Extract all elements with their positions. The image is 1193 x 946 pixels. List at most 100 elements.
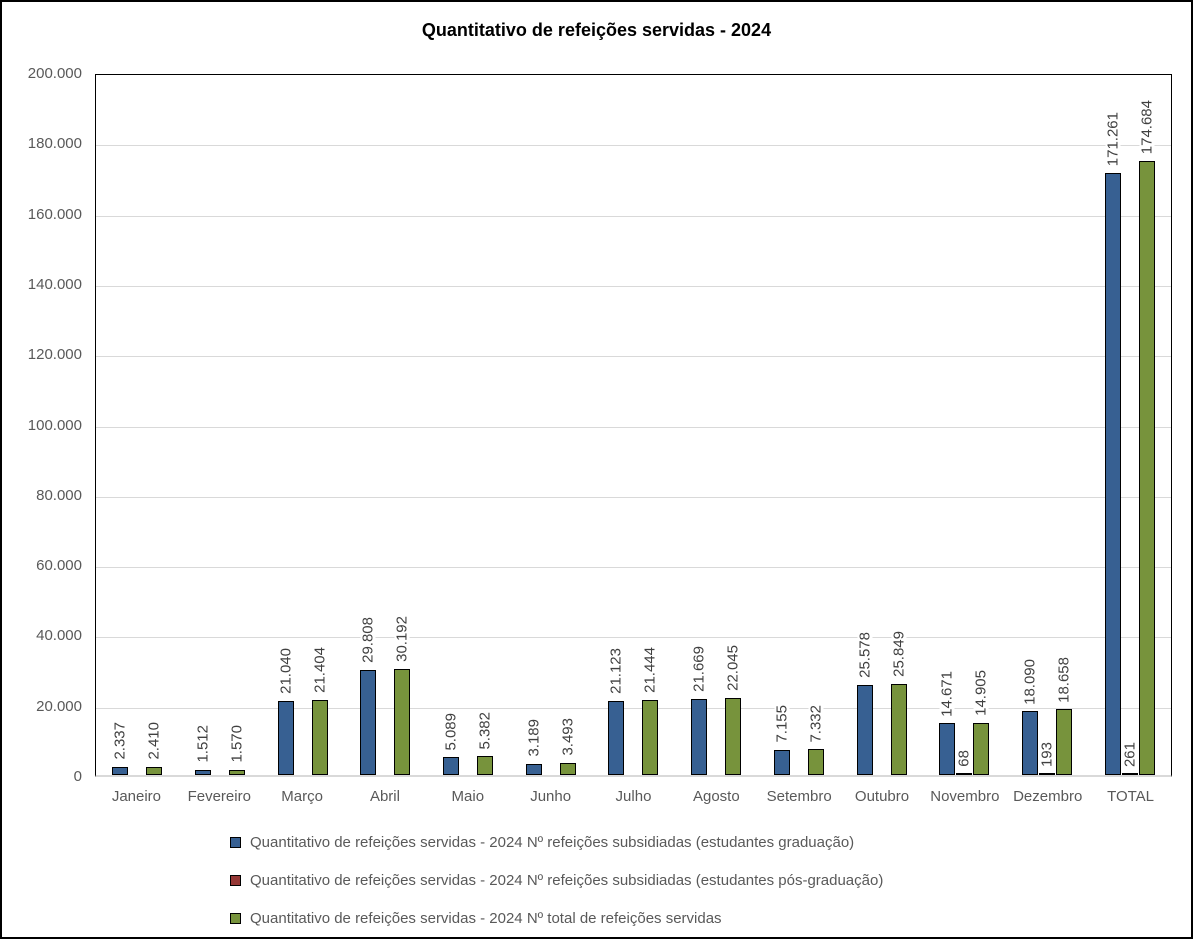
legend-label: Quantitativo de refeições servidas - 202… [250, 871, 884, 889]
bar-value-label: 14.905 [972, 667, 990, 718]
bar-slot [625, 75, 641, 775]
bar [691, 698, 708, 775]
y-axis-tick-label: 120.000 [27, 346, 82, 364]
gridline [96, 215, 1171, 217]
bar-value-label: 22.045 [724, 642, 742, 693]
x-axis-category-label: TOTAL [1107, 788, 1155, 805]
bar [890, 684, 907, 775]
legend-item: Quantitativo de refeições servidas - 202… [230, 908, 883, 928]
y-axis-tick-label: 100.000 [27, 416, 82, 434]
bar-value-label: 30.192 [393, 614, 411, 664]
x-axis-category-label: Maio [451, 788, 485, 805]
bar-slot: 174.684 [1138, 75, 1156, 775]
bar [642, 699, 659, 775]
bar [559, 762, 576, 775]
bar-slot: 21.040 [277, 75, 295, 775]
bar-slot: 18.090 [1021, 75, 1039, 775]
category-group: 5.089 5.382 [427, 75, 510, 775]
bar-slot: 25.849 [890, 75, 908, 775]
y-axis-tick-label: 180.000 [27, 135, 82, 153]
bar [1104, 173, 1121, 775]
bar-value-label: 174.684 [1138, 97, 1156, 156]
legend-swatch-icon [230, 874, 241, 886]
bar-slot: 193 [1038, 75, 1056, 775]
bar [277, 701, 294, 775]
legend-label: Quantitativo de refeições servidas - 202… [250, 909, 722, 927]
bar-slot: 3.189 [525, 75, 542, 775]
bar-value-label: 2.410 [145, 719, 163, 762]
bar [360, 670, 377, 775]
gridline [96, 356, 1171, 358]
category-group: 29.808 30.192 [344, 75, 427, 775]
bar-value-label: 3.493 [559, 716, 577, 758]
x-axis-category-label: Agosto [692, 788, 740, 805]
bar-value-label: 21.123 [607, 645, 625, 696]
gridline [96, 285, 1171, 287]
bar-value-label: 193 [1038, 739, 1056, 769]
gridline [96, 145, 1171, 147]
bar-slot: 14.671 [939, 75, 956, 775]
gridline [96, 707, 1171, 709]
legend-swatch-icon [230, 912, 241, 924]
y-axis-tick-label: 80.000 [36, 486, 82, 504]
bar-value-label: 68 [955, 748, 973, 769]
y-axis-tick-label: 60.000 [36, 557, 82, 575]
bar-slot: 171.261 [1104, 75, 1122, 775]
bar [477, 756, 494, 775]
bar [1021, 711, 1038, 775]
category-group: 3.189 3.493 [509, 75, 592, 775]
bar [956, 773, 973, 775]
bar [394, 668, 411, 775]
bar-value-label: 21.669 [690, 643, 708, 694]
bar-value-label: 21.040 [277, 646, 295, 697]
category-group: 21.040 21.404 [261, 75, 344, 775]
x-axis-category-label: Abril [369, 788, 400, 805]
plot-area: 2.337 2.410 1.512 1.570 21.040 21.404 29.808 30… [95, 74, 1172, 777]
bar-slot [295, 75, 311, 775]
bar-slot: 18.658 [1055, 75, 1072, 775]
bar [973, 722, 990, 775]
bar-slot: 1.570 [229, 75, 246, 775]
bar-slot: 21.444 [642, 75, 659, 775]
bar-slot [874, 75, 890, 775]
bar [807, 749, 824, 775]
bar-slot: 14.905 [972, 75, 990, 775]
bar-value-label: 21.404 [311, 644, 329, 695]
bar [773, 749, 790, 775]
bar-slot: 5.089 [442, 75, 460, 775]
bar [939, 723, 956, 775]
bar-value-label: 2.337 [111, 720, 129, 762]
bar-value-label: 25.849 [890, 629, 908, 680]
bar [725, 697, 742, 775]
bar-slot: 7.155 [773, 75, 791, 775]
bar-slot: 25.578 [856, 75, 874, 775]
bar-value-label: 7.155 [773, 703, 791, 745]
bar-slot: 2.410 [145, 75, 163, 775]
category-group: 1.512 1.570 [179, 75, 262, 775]
y-axis-tick-label: 20.000 [36, 697, 82, 715]
bar-slot: 21.404 [311, 75, 329, 775]
bar-value-label: 25.578 [856, 630, 874, 681]
bar-slot: 22.045 [724, 75, 742, 775]
y-axis: 200.000 180.000 160.000 140.000 120.000 100.0… [2, 65, 82, 785]
bar-slot: 7.332 [807, 75, 824, 775]
bar [525, 763, 542, 775]
bar-slot: 30.192 [393, 75, 411, 775]
bar-value-label: 18.090 [1021, 656, 1039, 707]
bar-slot: 68 [955, 75, 973, 775]
legend-item: Quantitativo de refeições servidas - 202… [230, 832, 883, 852]
bar [1038, 773, 1055, 775]
x-axis-category-label: Fevereiro [187, 788, 251, 805]
bar-value-label: 5.089 [442, 710, 460, 753]
x-axis-category-label: Março [281, 788, 323, 805]
bar-value-label: 171.261 [1104, 109, 1122, 169]
bar [311, 699, 328, 775]
bar-slot: 2.337 [111, 75, 129, 775]
bar-slot: 1.512 [195, 75, 212, 775]
bar [608, 700, 625, 775]
category-group: 171.261 261 174.684 [1088, 75, 1171, 775]
x-axis-category-label: Janeiro [111, 788, 162, 805]
legend-label: Quantitativo de refeições servidas - 202… [250, 833, 855, 851]
bar [229, 769, 246, 775]
x-axis-category-label: Outubro [854, 788, 910, 805]
